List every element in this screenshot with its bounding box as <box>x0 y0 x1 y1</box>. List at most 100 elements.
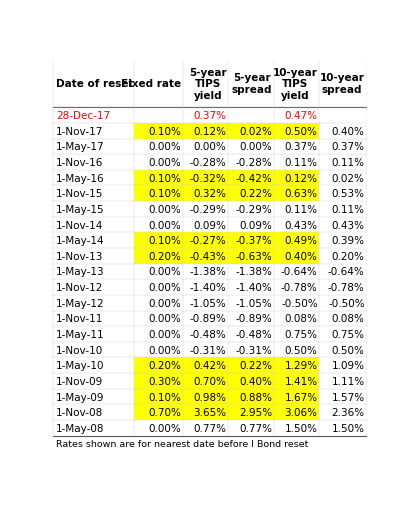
Bar <box>228 186 274 202</box>
Bar <box>183 420 228 436</box>
Text: 0.00%: 0.00% <box>148 423 181 433</box>
Text: -0.37%: -0.37% <box>235 236 272 246</box>
Bar <box>274 374 319 389</box>
Bar <box>183 374 228 389</box>
Text: -0.28%: -0.28% <box>235 158 272 167</box>
Text: 0.12%: 0.12% <box>193 127 226 136</box>
Text: -0.78%: -0.78% <box>328 282 365 293</box>
Text: 0.42%: 0.42% <box>193 360 226 371</box>
Bar <box>319 264 366 280</box>
Bar <box>274 155 319 171</box>
Bar <box>53 155 134 171</box>
Text: 1-May-16: 1-May-16 <box>56 174 104 183</box>
Text: 0.11%: 0.11% <box>332 158 365 167</box>
Bar <box>183 155 228 171</box>
Bar <box>319 202 366 217</box>
Text: 0.50%: 0.50% <box>285 127 318 136</box>
Bar <box>53 217 134 233</box>
Text: 0.39%: 0.39% <box>332 236 365 246</box>
Bar <box>183 108 228 124</box>
Bar <box>228 420 274 436</box>
Bar <box>53 358 134 374</box>
Text: 0.10%: 0.10% <box>148 174 181 183</box>
Text: Fixed rate: Fixed rate <box>121 79 181 89</box>
Bar <box>183 248 228 264</box>
Bar <box>319 108 366 124</box>
Text: 0.37%: 0.37% <box>332 142 365 152</box>
Bar <box>53 342 134 358</box>
Bar <box>53 264 134 280</box>
Bar <box>53 62 366 108</box>
Text: 0.50%: 0.50% <box>285 345 318 355</box>
Text: 0.40%: 0.40% <box>332 127 365 136</box>
Text: -0.29%: -0.29% <box>235 205 272 214</box>
Bar <box>134 342 183 358</box>
Bar <box>183 342 228 358</box>
Bar <box>134 139 183 155</box>
Bar <box>53 171 134 186</box>
Text: 3.65%: 3.65% <box>193 407 226 417</box>
Text: 1.50%: 1.50% <box>332 423 365 433</box>
Text: 5-year
spread: 5-year spread <box>232 73 272 95</box>
Text: 0.11%: 0.11% <box>285 205 318 214</box>
Text: 0.75%: 0.75% <box>285 329 318 340</box>
Text: 0.88%: 0.88% <box>239 392 272 402</box>
Bar <box>53 124 134 139</box>
Text: 0.09%: 0.09% <box>239 220 272 230</box>
Bar <box>53 295 134 311</box>
Bar <box>228 311 274 327</box>
Text: 0.10%: 0.10% <box>148 127 181 136</box>
Text: -0.42%: -0.42% <box>235 174 272 183</box>
Bar <box>183 405 228 420</box>
Bar <box>134 155 183 171</box>
Bar <box>319 358 366 374</box>
Text: -1.40%: -1.40% <box>235 282 272 293</box>
Text: -0.31%: -0.31% <box>190 345 226 355</box>
Text: -0.32%: -0.32% <box>190 174 226 183</box>
Bar <box>319 233 366 248</box>
Text: -1.40%: -1.40% <box>190 282 226 293</box>
Bar <box>274 420 319 436</box>
Bar <box>228 171 274 186</box>
Text: 0.49%: 0.49% <box>285 236 318 246</box>
Bar <box>53 327 134 342</box>
Bar <box>183 186 228 202</box>
Text: -0.43%: -0.43% <box>190 251 226 261</box>
Text: 0.37%: 0.37% <box>285 142 318 152</box>
Text: 0.00%: 0.00% <box>148 298 181 308</box>
Bar <box>274 248 319 264</box>
Bar <box>228 264 274 280</box>
Bar <box>134 420 183 436</box>
Bar <box>274 139 319 155</box>
Text: 1-Nov-11: 1-Nov-11 <box>56 314 103 324</box>
Bar <box>134 280 183 295</box>
Text: 0.37%: 0.37% <box>193 111 226 121</box>
Bar <box>319 295 366 311</box>
Text: 1-Nov-14: 1-Nov-14 <box>56 220 103 230</box>
Text: 0.77%: 0.77% <box>239 423 272 433</box>
Text: 0.43%: 0.43% <box>332 220 365 230</box>
Text: 0.00%: 0.00% <box>148 345 181 355</box>
Bar <box>274 108 319 124</box>
Bar <box>274 327 319 342</box>
Text: -1.05%: -1.05% <box>190 298 226 308</box>
Bar <box>183 202 228 217</box>
Bar <box>228 202 274 217</box>
Bar <box>183 327 228 342</box>
Bar <box>183 295 228 311</box>
Text: 0.00%: 0.00% <box>148 220 181 230</box>
Text: 0.00%: 0.00% <box>148 314 181 324</box>
Text: 0.40%: 0.40% <box>239 376 272 386</box>
Text: -0.50%: -0.50% <box>328 298 365 308</box>
Text: 1-May-14: 1-May-14 <box>56 236 104 246</box>
Bar <box>53 374 134 389</box>
Text: 1-May-09: 1-May-09 <box>56 392 104 402</box>
Text: -0.29%: -0.29% <box>190 205 226 214</box>
Bar <box>183 311 228 327</box>
Bar <box>274 202 319 217</box>
Bar <box>134 264 183 280</box>
Text: 1-Nov-12: 1-Nov-12 <box>56 282 103 293</box>
Text: 0.00%: 0.00% <box>148 267 181 277</box>
Bar <box>228 358 274 374</box>
Bar <box>319 405 366 420</box>
